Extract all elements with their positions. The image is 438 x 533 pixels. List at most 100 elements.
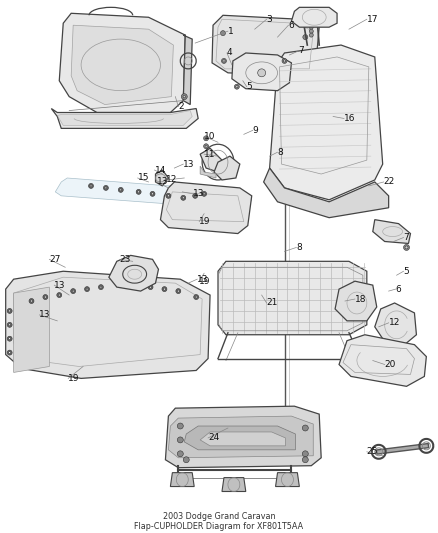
Polygon shape	[155, 170, 168, 186]
Circle shape	[120, 189, 122, 191]
Circle shape	[58, 294, 60, 296]
Circle shape	[9, 352, 11, 353]
Text: 5: 5	[403, 266, 409, 276]
Polygon shape	[339, 335, 426, 386]
Circle shape	[9, 338, 11, 340]
Polygon shape	[212, 15, 319, 77]
Circle shape	[220, 31, 226, 36]
Circle shape	[118, 188, 123, 192]
Circle shape	[405, 246, 408, 249]
Circle shape	[204, 136, 208, 141]
Text: 13: 13	[156, 177, 168, 187]
Circle shape	[195, 296, 197, 298]
Circle shape	[183, 457, 189, 463]
Circle shape	[303, 35, 308, 39]
Circle shape	[7, 309, 12, 313]
Circle shape	[258, 69, 265, 77]
Circle shape	[7, 350, 12, 355]
Text: 23: 23	[120, 255, 131, 264]
Circle shape	[29, 298, 34, 303]
Circle shape	[204, 144, 208, 149]
Polygon shape	[168, 416, 313, 458]
Circle shape	[72, 290, 74, 292]
Circle shape	[181, 94, 187, 100]
Circle shape	[181, 196, 186, 200]
Circle shape	[31, 300, 32, 302]
Text: 9: 9	[253, 126, 258, 135]
Polygon shape	[375, 303, 417, 345]
Text: 21: 21	[267, 298, 278, 308]
Circle shape	[118, 282, 123, 288]
Text: 13: 13	[39, 310, 51, 319]
Circle shape	[138, 191, 140, 193]
Circle shape	[177, 290, 179, 292]
Polygon shape	[335, 281, 377, 321]
Text: 19: 19	[199, 277, 211, 286]
Circle shape	[177, 451, 183, 457]
Text: 27: 27	[49, 255, 61, 264]
Polygon shape	[170, 473, 194, 487]
Circle shape	[99, 285, 103, 289]
Text: 22: 22	[384, 177, 395, 187]
Text: 7: 7	[298, 46, 304, 55]
Circle shape	[134, 285, 139, 289]
Circle shape	[222, 59, 226, 63]
Circle shape	[309, 29, 313, 33]
Polygon shape	[166, 406, 321, 467]
Text: 19: 19	[68, 374, 80, 383]
Circle shape	[100, 286, 102, 288]
Polygon shape	[200, 148, 224, 172]
Circle shape	[205, 138, 207, 139]
Text: 13: 13	[197, 274, 208, 284]
Circle shape	[44, 296, 46, 298]
Circle shape	[7, 322, 12, 327]
Circle shape	[167, 195, 170, 197]
Circle shape	[57, 293, 62, 297]
Circle shape	[103, 185, 108, 190]
Circle shape	[150, 191, 155, 196]
Text: 24: 24	[208, 433, 219, 442]
Polygon shape	[222, 478, 246, 491]
Circle shape	[7, 336, 12, 341]
Polygon shape	[59, 13, 185, 112]
Circle shape	[177, 423, 183, 429]
Polygon shape	[276, 473, 299, 487]
Circle shape	[105, 187, 107, 189]
Circle shape	[136, 286, 138, 288]
Circle shape	[152, 193, 154, 195]
Circle shape	[148, 285, 153, 289]
Polygon shape	[214, 156, 240, 180]
Circle shape	[309, 33, 313, 37]
Polygon shape	[14, 287, 49, 373]
Circle shape	[194, 195, 196, 197]
Polygon shape	[183, 35, 192, 104]
Text: 6: 6	[289, 21, 294, 30]
Circle shape	[9, 324, 11, 326]
Text: 8: 8	[278, 148, 283, 157]
Text: 19: 19	[199, 217, 211, 226]
Circle shape	[194, 295, 199, 300]
Text: 2003 Dodge Grand Caravan: 2003 Dodge Grand Caravan	[163, 512, 275, 521]
Polygon shape	[291, 7, 337, 27]
Polygon shape	[51, 109, 198, 128]
Polygon shape	[160, 182, 252, 233]
Circle shape	[193, 193, 198, 198]
Text: 18: 18	[355, 295, 367, 303]
Circle shape	[163, 288, 166, 290]
Polygon shape	[55, 178, 252, 209]
Polygon shape	[109, 255, 159, 291]
Text: 6: 6	[396, 285, 401, 294]
Text: 13: 13	[193, 189, 205, 198]
Text: 2: 2	[178, 102, 184, 111]
Text: 25: 25	[367, 447, 378, 456]
Circle shape	[182, 197, 184, 199]
Polygon shape	[71, 25, 173, 104]
Circle shape	[176, 288, 181, 294]
Text: 10: 10	[204, 132, 215, 141]
Text: 12: 12	[166, 175, 178, 184]
Polygon shape	[270, 45, 383, 200]
Circle shape	[71, 288, 76, 294]
Polygon shape	[218, 261, 367, 335]
Circle shape	[205, 146, 207, 147]
Circle shape	[43, 295, 48, 300]
